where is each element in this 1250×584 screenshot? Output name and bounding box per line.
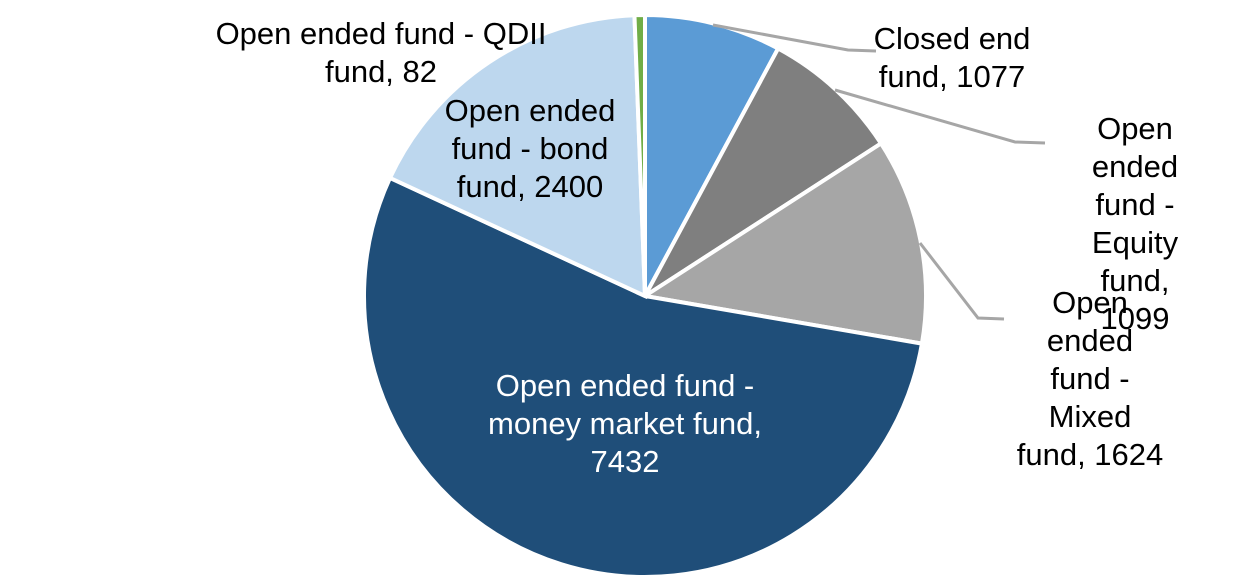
slice-open-ended-fund-bond-fund <box>387 13 648 300</box>
slice-open-ended-fund-money-market-fund <box>362 175 925 579</box>
slice-open-ended-fund-qdii-fund <box>632 12 647 297</box>
leader-line-equity-fund <box>834 88 1046 145</box>
leader-line-closed-end-fund <box>712 23 877 53</box>
data-label-money-market-fund: Open ended fund - money market fund, 743… <box>488 368 762 479</box>
data-label-equity-fund: Open ended fund - Equity fund, 1099 <box>1091 111 1179 336</box>
pie-slices <box>362 12 928 579</box>
slice-open-ended-fund-mixed-fund <box>639 140 928 346</box>
slice-closed-end-fund <box>643 12 781 297</box>
data-label-mixed-fund: Open ended fund - Mixed fund, 1624 <box>1016 285 1164 472</box>
data-label-closed-end-fund: Closed end fund, 1077 <box>873 21 1031 94</box>
data-label-bond-fund: Open ended fund - bond fund, 2400 <box>444 93 616 204</box>
leader-lines <box>712 23 1046 321</box>
data-label-qdii-fund: Open ended fund - QDII fund, 82 <box>215 16 547 89</box>
leader-line-mixed-fund <box>918 242 1005 321</box>
